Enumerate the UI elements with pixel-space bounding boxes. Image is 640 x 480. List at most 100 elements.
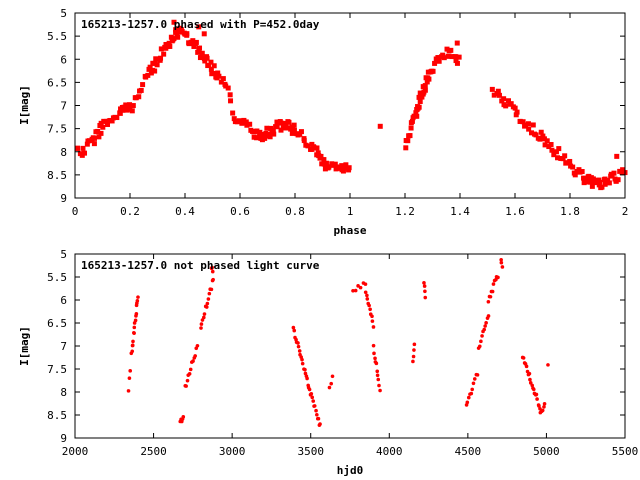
phased-data-point (413, 110, 419, 116)
phased-axis-ticks: 0 0.2 0.4 0.6 0.8 1 1.2 1.4 1.6 1.8 2 5 5.5 6 6.5 7 7.5 8… (47, 7, 628, 218)
unphased-data-point (199, 322, 204, 326)
phased-data-point (496, 92, 502, 98)
phased-data-point (138, 87, 144, 93)
phased-data-point (145, 72, 151, 78)
unphased-data-point (292, 328, 297, 333)
phased-data-point (117, 110, 123, 116)
phased-data-point (332, 161, 338, 167)
phased-data-point (454, 60, 460, 66)
phased-data-point (422, 83, 428, 89)
phased-x-tick-label: 1.4 (450, 205, 470, 218)
phased-data-point (542, 142, 548, 148)
phased-y-tick-label: 6 (60, 53, 67, 66)
unphased-data-point (482, 327, 487, 332)
unphased-data-point (363, 290, 368, 295)
unphased-x-tick-label: 3000 (219, 445, 246, 458)
unphased-y-tick-label: 5.5 (47, 271, 67, 284)
unphased-data-point (484, 321, 488, 325)
phased-data-point (91, 135, 97, 141)
phased-data-point (140, 82, 146, 88)
unphased-data-point (499, 260, 504, 265)
unphased-data-point (316, 416, 321, 421)
phased-data-point (271, 131, 277, 137)
phased-data-point (581, 175, 587, 181)
phased-data-point (614, 153, 620, 159)
phased-y-tick-label: 9 (60, 192, 67, 205)
phased-data-point (114, 115, 120, 121)
phased-y-tick-label: 8 (60, 146, 67, 159)
phased-data-point (503, 103, 509, 109)
phased-data-point (526, 126, 532, 132)
unphased-data-point (181, 415, 186, 419)
phased-data-point (325, 165, 331, 171)
phased-data-point (244, 122, 250, 128)
phased-data-point (231, 116, 237, 122)
phased-data-point (456, 54, 462, 60)
phased-data-point (215, 70, 221, 76)
unphased-y-tick-label: 6.5 (47, 317, 67, 330)
phased-data-point (228, 98, 234, 104)
phased-y-tick-label: 7.5 (47, 123, 67, 136)
phased-data-point (278, 120, 284, 126)
unphased-data-point (472, 377, 477, 381)
unphased-data-point (540, 408, 545, 413)
phased-data-point (166, 40, 172, 46)
unphased-data-point (300, 357, 304, 362)
phased-data-point (599, 184, 605, 190)
unphased-data-point (411, 359, 415, 364)
unphased-data-point (132, 331, 136, 335)
unphased-x-tick-label: 5500 (612, 445, 639, 458)
unphased-data-point (477, 344, 482, 349)
phased-data-point (544, 138, 550, 144)
unphased-data-point (193, 354, 197, 358)
phased-data-point (101, 118, 107, 124)
phased-data-point (171, 36, 177, 42)
unphased-data-point (329, 381, 334, 386)
phased-data-point (448, 47, 454, 53)
phased-data-point (286, 119, 292, 125)
unphased-data-point (423, 289, 427, 294)
phased-x-tick-label: 0.4 (175, 205, 195, 218)
unphased-data-point (534, 392, 539, 397)
phased-data-point (619, 170, 625, 176)
unphased-data-point (204, 305, 209, 309)
phased-x-tick-label: 2 (622, 205, 629, 218)
phased-data-point (572, 172, 578, 178)
unphased-chart-title: 165213-1257.0 not phased light curve (81, 259, 320, 272)
phased-data-point (495, 88, 501, 94)
phased-data-point (343, 162, 349, 168)
unphased-data-point (371, 325, 376, 329)
unphased-data-point (363, 282, 368, 286)
phased-data-point (197, 45, 203, 51)
unphased-data-point (412, 342, 417, 347)
phased-data-point (336, 165, 342, 171)
unphased-data-point (206, 297, 211, 301)
unphased-data-point (535, 397, 539, 401)
phased-data-point (538, 129, 544, 135)
unphased-y-tick-label: 8.5 (47, 409, 67, 422)
unphased-data-point (210, 265, 214, 270)
phased-x-tick-label: 0 (72, 205, 79, 218)
phased-data-point (283, 122, 289, 128)
phased-data-point (501, 96, 507, 102)
phased-data-point (196, 24, 202, 30)
phased-data-point (602, 181, 608, 187)
phased-data-point (74, 145, 80, 151)
phased-chart-title: 165213-1257.0 phased with P=452.0day (81, 18, 320, 31)
phased-data-point (201, 31, 207, 37)
phased-data-point (190, 38, 196, 44)
unphased-data-point (365, 297, 370, 301)
unphased-data-point (291, 325, 296, 330)
unphased-data-point (373, 356, 377, 361)
phased-data-point (184, 31, 190, 37)
phased-data-point (236, 118, 242, 124)
unphased-y-axis-label: I[mag] (18, 326, 31, 366)
unphased-x-tick-label: 3500 (297, 445, 324, 458)
phased-data-point (267, 134, 273, 140)
phased-data-point (596, 182, 602, 188)
phased-data-point (220, 76, 226, 82)
phased-data-point (611, 170, 617, 176)
phased-data-point (258, 131, 264, 137)
phased-data-point (537, 136, 543, 142)
